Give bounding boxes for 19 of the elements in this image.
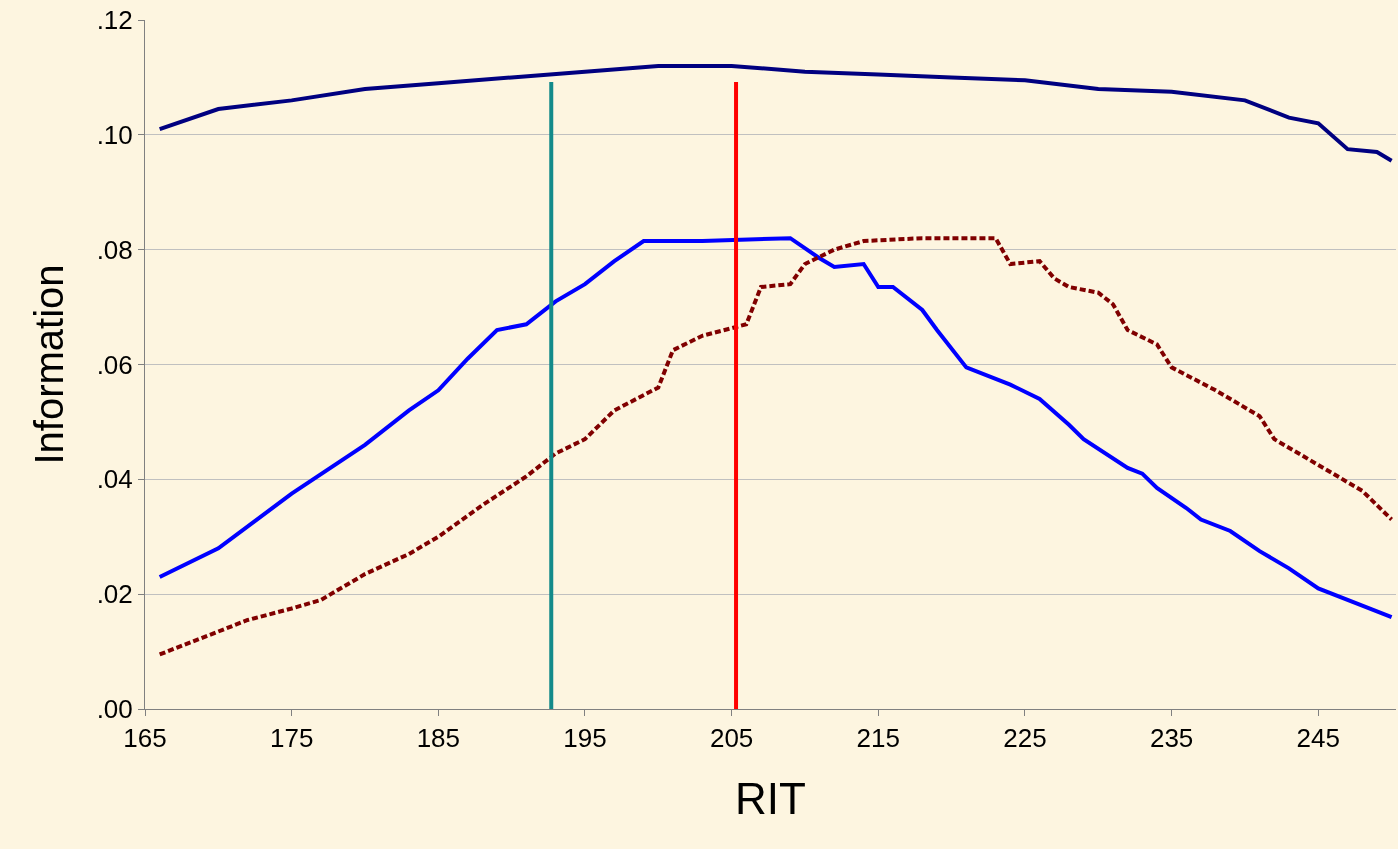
x-tick-label: 185 xyxy=(416,723,461,754)
x-tick-label: 165 xyxy=(123,723,167,754)
x-tick-label: 205 xyxy=(709,723,754,754)
x-tick-label: 195 xyxy=(563,723,607,754)
y-tick-label: .04 xyxy=(96,464,133,495)
x-tick-label: 245 xyxy=(1296,723,1340,754)
y-tick-label: .08 xyxy=(96,234,133,265)
line-series xyxy=(157,63,1394,163)
y-axis-title: Information xyxy=(27,264,72,465)
x-tick-label: 175 xyxy=(269,723,314,754)
y-tick-label: .10 xyxy=(96,119,133,150)
y-tick-label: .02 xyxy=(96,579,133,610)
y-tick-label: .12 xyxy=(96,5,133,36)
x-tick-label: 225 xyxy=(1003,723,1047,754)
x-axis-title: RIT xyxy=(735,773,806,823)
y-tick-label: .06 xyxy=(96,349,133,380)
x-tick-label: 215 xyxy=(856,723,900,754)
y-tick-label: .00 xyxy=(96,694,133,725)
x-tick-label: 235 xyxy=(1149,723,1194,754)
